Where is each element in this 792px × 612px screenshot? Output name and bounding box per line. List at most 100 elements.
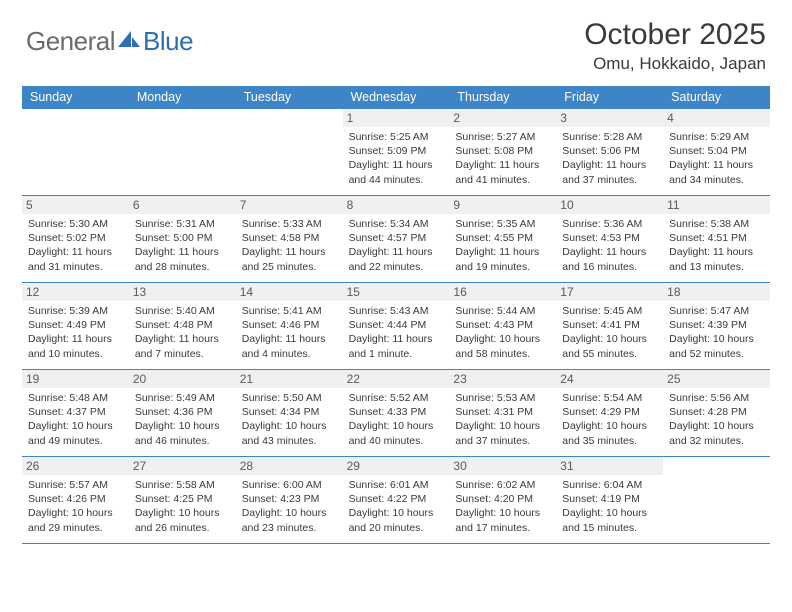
header: General Blue October 2025 Omu, Hokkaido,… xyxy=(0,0,792,80)
day-cell: . xyxy=(129,109,236,195)
day-details: Sunrise: 5:39 AMSunset: 4:49 PMDaylight:… xyxy=(28,304,123,361)
day-number: 10 xyxy=(556,196,663,214)
day-number: 9 xyxy=(449,196,556,214)
day-number: 4 xyxy=(663,109,770,127)
day-number: 13 xyxy=(129,283,236,301)
day-number: 19 xyxy=(22,370,129,388)
logo-sail-icon xyxy=(118,29,140,54)
day-cell: 16 Sunrise: 5:44 AMSunset: 4:43 PMDayligh… xyxy=(449,283,556,369)
day-number: 26 xyxy=(22,457,129,475)
day-details: Sunrise: 5:30 AMSunset: 5:02 PMDaylight:… xyxy=(28,217,123,274)
day-number: 18 xyxy=(663,283,770,301)
day-details: Sunrise: 5:57 AMSunset: 4:26 PMDaylight:… xyxy=(28,478,123,535)
day-details: Sunrise: 5:47 AMSunset: 4:39 PMDaylight:… xyxy=(669,304,764,361)
day-details: Sunrise: 6:01 AMSunset: 4:22 PMDaylight:… xyxy=(349,478,444,535)
weeks: ...1Sunrise: 5:25 AMSunset: 5:09 PMDayli… xyxy=(22,109,770,544)
location: Omu, Hokkaido, Japan xyxy=(584,54,766,74)
day-details: Sunrise: 5:48 AMSunset: 4:37 PMDaylight:… xyxy=(28,391,123,448)
day-header: Tuesday xyxy=(236,86,343,109)
day-number: 27 xyxy=(129,457,236,475)
day-cell: 21 Sunrise: 5:50 AMSunset: 4:34 PMDayligh… xyxy=(236,370,343,456)
day-number: 15 xyxy=(343,283,450,301)
day-cell: 25Sunrise: 5:56 AMSunset: 4:28 PMDayligh… xyxy=(663,370,770,456)
day-cell: 13 Sunrise: 5:40 AMSunset: 4:48 PMDayligh… xyxy=(129,283,236,369)
day-number: 29 xyxy=(343,457,450,475)
day-number: 11 xyxy=(663,196,770,214)
logo: General Blue xyxy=(26,26,193,57)
day-details: Sunrise: 5:53 AMSunset: 4:31 PMDaylight:… xyxy=(455,391,550,448)
day-details: Sunrise: 6:04 AMSunset: 4:19 PMDaylight:… xyxy=(562,478,657,535)
day-number: 3 xyxy=(556,109,663,127)
day-details: Sunrise: 5:41 AMSunset: 4:46 PMDaylight:… xyxy=(242,304,337,361)
day-header: Friday xyxy=(556,86,663,109)
day-header: Thursday xyxy=(449,86,556,109)
day-number: 16 xyxy=(449,283,556,301)
day-cell: 19 Sunrise: 5:48 AMSunset: 4:37 PMDayligh… xyxy=(22,370,129,456)
day-cell: 10 Sunrise: 5:36 AMSunset: 4:53 PMDayligh… xyxy=(556,196,663,282)
day-details: Sunrise: 5:50 AMSunset: 4:34 PMDaylight:… xyxy=(242,391,337,448)
day-details: Sunrise: 6:00 AMSunset: 4:23 PMDaylight:… xyxy=(242,478,337,535)
day-details: Sunrise: 5:54 AMSunset: 4:29 PMDaylight:… xyxy=(562,391,657,448)
day-cell: 18 Sunrise: 5:47 AMSunset: 4:39 PMDayligh… xyxy=(663,283,770,369)
day-number: 22 xyxy=(343,370,450,388)
day-number: 21 xyxy=(236,370,343,388)
day-number: 6 xyxy=(129,196,236,214)
day-cell: 2 Sunrise: 5:27 AMSunset: 5:08 PMDaylight… xyxy=(449,109,556,195)
day-number: 2 xyxy=(449,109,556,127)
day-cell: 7Sunrise: 5:33 AMSunset: 4:58 PMDaylight… xyxy=(236,196,343,282)
day-headers-row: SundayMondayTuesdayWednesdayThursdayFrid… xyxy=(22,86,770,109)
day-number: 30 xyxy=(449,457,556,475)
day-details: Sunrise: 5:28 AMSunset: 5:06 PMDaylight:… xyxy=(562,130,657,187)
day-cell: 20Sunrise: 5:49 AMSunset: 4:36 PMDayligh… xyxy=(129,370,236,456)
day-number: 17 xyxy=(556,283,663,301)
day-cell: 26 Sunrise: 5:57 AMSunset: 4:26 PMDayligh… xyxy=(22,457,129,543)
week-row: 5 Sunrise: 5:30 AMSunset: 5:02 PMDaylight… xyxy=(22,196,770,283)
month-title: October 2025 xyxy=(584,18,766,52)
day-cell: . xyxy=(663,457,770,543)
day-details: Sunrise: 5:44 AMSunset: 4:43 PMDaylight:… xyxy=(455,304,550,361)
day-header: Monday xyxy=(129,86,236,109)
day-details: Sunrise: 5:27 AMSunset: 5:08 PMDaylight:… xyxy=(455,130,550,187)
day-details: Sunrise: 5:49 AMSunset: 4:36 PMDaylight:… xyxy=(135,391,230,448)
calendar: SundayMondayTuesdayWednesdayThursdayFrid… xyxy=(0,80,792,544)
day-number: 23 xyxy=(449,370,556,388)
day-cell: 14 Sunrise: 5:41 AMSunset: 4:46 PMDayligh… xyxy=(236,283,343,369)
day-details: Sunrise: 5:38 AMSunset: 4:51 PMDaylight:… xyxy=(669,217,764,274)
day-header: Wednesday xyxy=(343,86,450,109)
week-row: ...1Sunrise: 5:25 AMSunset: 5:09 PMDayli… xyxy=(22,109,770,196)
week-row: 19 Sunrise: 5:48 AMSunset: 4:37 PMDayligh… xyxy=(22,370,770,457)
day-number: 28 xyxy=(236,457,343,475)
day-details: Sunrise: 5:29 AMSunset: 5:04 PMDaylight:… xyxy=(669,130,764,187)
day-cell: 17 Sunrise: 5:45 AMSunset: 4:41 PMDayligh… xyxy=(556,283,663,369)
day-cell: 15Sunrise: 5:43 AMSunset: 4:44 PMDayligh… xyxy=(343,283,450,369)
day-details: Sunrise: 5:58 AMSunset: 4:25 PMDaylight:… xyxy=(135,478,230,535)
day-details: Sunrise: 6:02 AMSunset: 4:20 PMDaylight:… xyxy=(455,478,550,535)
day-details: Sunrise: 5:33 AMSunset: 4:58 PMDaylight:… xyxy=(242,217,337,274)
day-details: Sunrise: 5:56 AMSunset: 4:28 PMDaylight:… xyxy=(669,391,764,448)
day-details: Sunrise: 5:40 AMSunset: 4:48 PMDaylight:… xyxy=(135,304,230,361)
day-number: 12 xyxy=(22,283,129,301)
day-cell: 27 Sunrise: 5:58 AMSunset: 4:25 PMDayligh… xyxy=(129,457,236,543)
day-details: Sunrise: 5:25 AMSunset: 5:09 PMDaylight:… xyxy=(349,130,444,187)
day-details: Sunrise: 5:36 AMSunset: 4:53 PMDaylight:… xyxy=(562,217,657,274)
day-number: 14 xyxy=(236,283,343,301)
day-number: 5 xyxy=(22,196,129,214)
day-number: 31 xyxy=(556,457,663,475)
day-details: Sunrise: 5:45 AMSunset: 4:41 PMDaylight:… xyxy=(562,304,657,361)
day-details: Sunrise: 5:31 AMSunset: 5:00 PMDaylight:… xyxy=(135,217,230,274)
title-block: October 2025 Omu, Hokkaido, Japan xyxy=(584,18,766,74)
day-cell: 22 Sunrise: 5:52 AMSunset: 4:33 PMDayligh… xyxy=(343,370,450,456)
day-cell: . xyxy=(22,109,129,195)
day-details: Sunrise: 5:52 AMSunset: 4:33 PMDaylight:… xyxy=(349,391,444,448)
day-cell: 4 Sunrise: 5:29 AMSunset: 5:04 PMDaylight… xyxy=(663,109,770,195)
day-cell: 29 Sunrise: 6:01 AMSunset: 4:22 PMDayligh… xyxy=(343,457,450,543)
day-cell: 23 Sunrise: 5:53 AMSunset: 4:31 PMDayligh… xyxy=(449,370,556,456)
day-cell: 24Sunrise: 5:54 AMSunset: 4:29 PMDayligh… xyxy=(556,370,663,456)
day-number: 8 xyxy=(343,196,450,214)
day-number: 1 xyxy=(343,109,450,127)
week-row: 26 Sunrise: 5:57 AMSunset: 4:26 PMDayligh… xyxy=(22,457,770,544)
day-cell: . xyxy=(236,109,343,195)
day-header: Sunday xyxy=(22,86,129,109)
day-cell: 6 Sunrise: 5:31 AMSunset: 5:00 PMDaylight… xyxy=(129,196,236,282)
day-cell: 3 Sunrise: 5:28 AMSunset: 5:06 PMDaylight… xyxy=(556,109,663,195)
